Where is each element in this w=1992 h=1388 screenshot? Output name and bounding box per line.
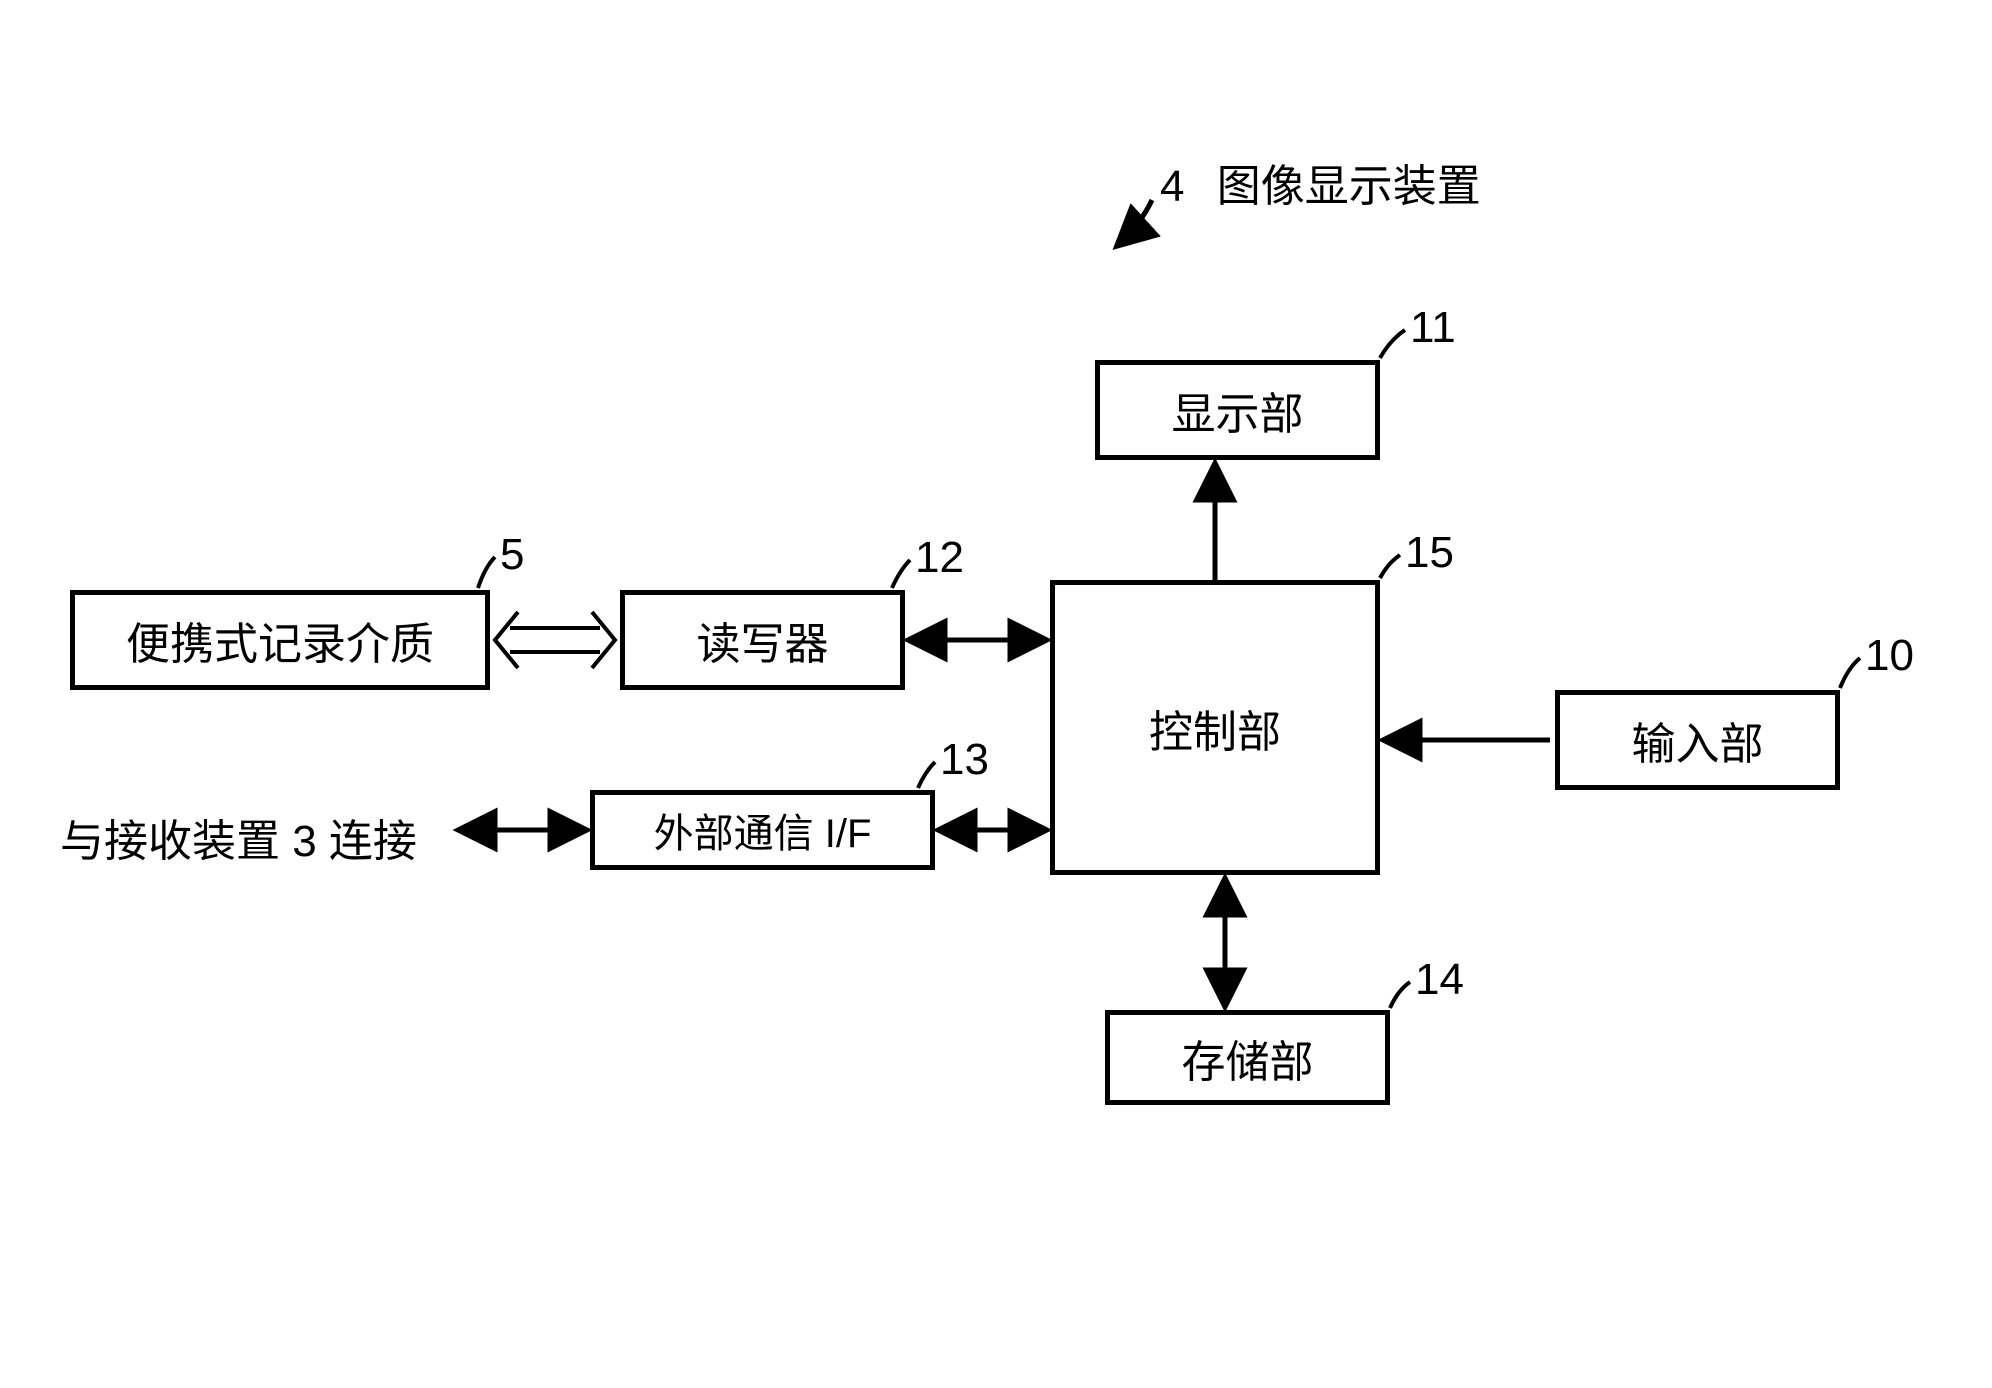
lead-11 — [1380, 330, 1405, 358]
node-medium: 便携式记录介质 — [70, 590, 490, 690]
node-controller-id: 15 — [1405, 528, 1454, 578]
node-reader-id: 12 — [915, 533, 964, 583]
node-extcomm-text: 外部通信 I/F — [654, 801, 872, 859]
node-display-text: 显示部 — [1172, 378, 1304, 442]
node-medium-id: 5 — [500, 530, 524, 580]
external-conn-label: 与接收装置 3 连接 — [60, 805, 417, 869]
node-storage: 存储部 — [1105, 1010, 1390, 1105]
lead-12 — [892, 560, 910, 588]
title-lead-line — [1118, 200, 1152, 245]
lead-15 — [1380, 555, 1400, 578]
lead-13 — [918, 762, 935, 788]
node-extcomm-id: 13 — [940, 735, 989, 785]
title-text: 图像显示装置 — [1217, 162, 1481, 211]
node-storage-id: 14 — [1415, 955, 1464, 1005]
node-input-id: 10 — [1865, 631, 1914, 681]
title-id: 4 — [1160, 162, 1184, 211]
node-extcomm: 外部通信 I/F — [590, 790, 935, 870]
node-controller-text: 控制部 — [1149, 696, 1281, 760]
lead-5 — [478, 557, 495, 588]
edge-medium-reader — [495, 612, 615, 668]
node-medium-text: 便携式记录介质 — [126, 608, 434, 672]
node-input-text: 输入部 — [1632, 708, 1764, 772]
node-reader-text: 读写器 — [697, 608, 829, 672]
title-lead-number: 4 图像显示装置 — [1160, 150, 1481, 214]
lead-14 — [1390, 982, 1410, 1008]
node-reader: 读写器 — [620, 590, 905, 690]
lead-10 — [1840, 658, 1860, 688]
node-display: 显示部 — [1095, 360, 1380, 460]
node-storage-text: 存储部 — [1182, 1026, 1314, 1090]
node-display-id: 11 — [1410, 303, 1456, 353]
node-input: 输入部 — [1555, 690, 1840, 790]
node-controller: 控制部 — [1050, 580, 1380, 875]
